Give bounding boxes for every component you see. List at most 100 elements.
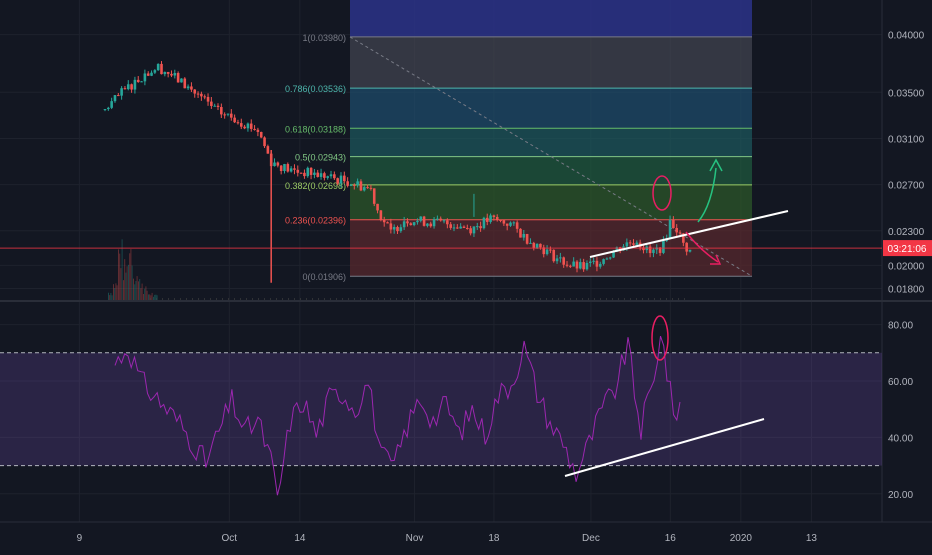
candle-body: [585, 262, 589, 270]
volume-bar: [300, 298, 301, 300]
candle-body: [246, 123, 250, 129]
volume-bar: [123, 280, 124, 300]
candle-body: [213, 105, 216, 107]
candle-body: [329, 174, 333, 177]
candle-body: [608, 257, 612, 259]
candle-body: [366, 187, 369, 189]
volume-bar: [252, 298, 253, 300]
candle-body: [439, 218, 443, 221]
candle-body: [682, 233, 685, 243]
volume-bar: [402, 298, 403, 300]
annotations[interactable]: [0, 158, 882, 265]
fib-level-label: 0.618(0.03188): [285, 124, 346, 134]
volume-bar: [498, 298, 499, 300]
candle-body: [236, 122, 240, 124]
candle-body: [525, 233, 529, 244]
volume-bar: [492, 298, 493, 300]
rsi-support-trendline: [564, 418, 765, 477]
volume-bar: [126, 266, 128, 300]
candle-body: [479, 226, 482, 229]
candle-body: [356, 181, 359, 186]
candle-body: [180, 78, 183, 83]
candle-body: [160, 63, 163, 75]
volume-bar: [390, 298, 391, 300]
candle-body: [426, 223, 429, 226]
candle-body: [339, 175, 343, 184]
volume-bar: [119, 253, 121, 300]
volume-bar: [618, 298, 619, 300]
volume-bar: [324, 298, 325, 300]
candle-body: [472, 226, 476, 234]
candle-body: [452, 227, 456, 229]
candle-body: [635, 242, 639, 245]
candle-body: [230, 113, 233, 118]
volume-bar: [138, 281, 139, 300]
candle-body: [163, 71, 167, 75]
candle-body: [123, 88, 127, 90]
candle-body: [555, 258, 559, 262]
candle-body: [402, 221, 406, 228]
volume-bar: [114, 288, 116, 300]
candle-body: [602, 259, 605, 264]
candle-body: [233, 117, 236, 123]
candle-body: [110, 101, 113, 108]
candle-body: [253, 128, 256, 130]
fib-level-label: 0.236(0.02396): [285, 216, 346, 226]
candle-body: [495, 216, 499, 221]
volume-bar: [312, 298, 313, 300]
candle-body: [362, 187, 366, 191]
candle-body: [642, 247, 645, 251]
candle-body: [658, 247, 662, 253]
candle-body: [243, 126, 246, 129]
volume-bar: [136, 276, 138, 300]
candle-body: [369, 187, 373, 189]
candle-body: [618, 247, 622, 251]
rsi-tick-label: 80.00: [888, 321, 913, 332]
volume-bar: [192, 298, 193, 300]
candle-body: [210, 101, 213, 106]
volume-bar: [134, 284, 136, 300]
candle-body: [113, 95, 117, 102]
candle-body: [459, 226, 462, 229]
candle-body: [436, 218, 439, 220]
candle-body: [203, 96, 207, 98]
candle-body: [422, 216, 426, 226]
volume-bar: [180, 298, 181, 300]
candle-body: [442, 220, 446, 222]
candle-body: [559, 257, 562, 259]
fib-zone: [350, 0, 752, 37]
volume-bar: [474, 298, 475, 300]
volume-bar: [450, 298, 451, 300]
candle-body: [183, 78, 187, 89]
candle-body: [200, 93, 203, 97]
candle-body: [143, 73, 147, 82]
volume-bar: [130, 249, 132, 300]
candle-body: [382, 219, 386, 223]
volume-bar: [129, 253, 131, 300]
candle-body: [615, 247, 619, 252]
candle-body: [565, 264, 569, 266]
candle-body: [668, 219, 672, 239]
fib-level-label: 0(0.01906): [302, 272, 346, 282]
volume-bar: [306, 298, 307, 300]
candle-body: [116, 95, 120, 97]
price-candles: [103, 61, 692, 283]
fibonacci-retracement[interactable]: 1(0.03980) 0.786(0.03536) 0.618(0.03188) 0.…: [285, 0, 753, 282]
candle-body: [416, 220, 419, 223]
volume-bar: [151, 292, 153, 300]
arrow-down-icon: [710, 254, 722, 265]
rsi-line: [114, 335, 681, 496]
candle-body: [379, 210, 383, 220]
rsi-indicator: [0, 315, 882, 496]
price-tick-label: 0.02700: [888, 181, 925, 192]
volume-bar: [654, 298, 655, 300]
volume-bar: [288, 298, 289, 300]
candle-body: [469, 228, 472, 234]
candle-body: [226, 113, 230, 115]
candle-body: [475, 226, 479, 228]
candle-body: [249, 123, 253, 129]
current-price-tag: [883, 240, 932, 257]
volume-bar: [408, 298, 409, 300]
